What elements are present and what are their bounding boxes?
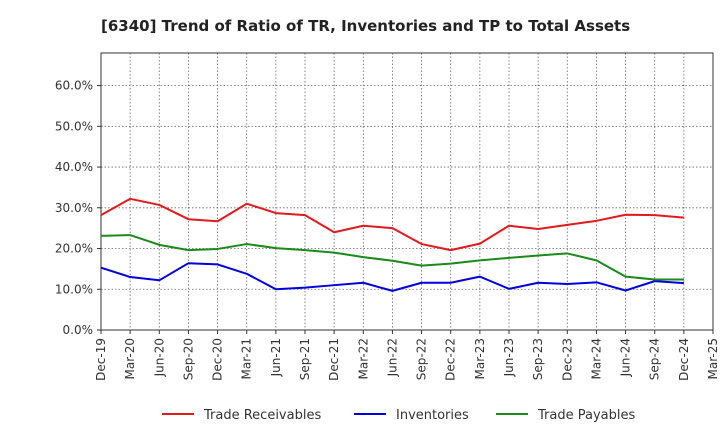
x-tick-label: Jun-20 bbox=[152, 338, 166, 377]
x-tick-label: Dec-19 bbox=[94, 338, 108, 381]
x-tick-label: Sep-22 bbox=[415, 338, 429, 380]
x-tick-label: Jun-23 bbox=[502, 338, 516, 377]
legend-label: Trade Payables bbox=[537, 408, 635, 423]
grid bbox=[101, 53, 713, 330]
y-tick-label: 20.0% bbox=[55, 242, 93, 256]
x-tick-label: Jun-24 bbox=[619, 338, 633, 377]
x-tick-label: Sep-23 bbox=[531, 338, 545, 380]
x-tick-label: Mar-23 bbox=[473, 338, 487, 379]
legend-label: Inventories bbox=[396, 408, 469, 423]
y-tick-label: 10.0% bbox=[55, 282, 93, 296]
series-line-inventories bbox=[100, 262, 684, 292]
x-tick-label: Mar-21 bbox=[240, 338, 254, 379]
x-tick-label: Mar-25 bbox=[706, 338, 720, 379]
x-tick-label: Dec-21 bbox=[327, 338, 341, 381]
y-tick-label: 60.0% bbox=[55, 79, 93, 93]
y-tick-label: 40.0% bbox=[55, 160, 93, 174]
x-tick-label: Dec-23 bbox=[560, 338, 574, 381]
x-tick-label: Sep-24 bbox=[648, 338, 662, 380]
x-tick-label: Mar-24 bbox=[589, 338, 603, 379]
series-line-trade-payables bbox=[100, 234, 684, 281]
x-tick-label: Dec-22 bbox=[444, 338, 458, 381]
x-tick-label: Dec-20 bbox=[211, 338, 225, 381]
x-tick-label: Sep-20 bbox=[181, 338, 195, 380]
x-axis-ticks: Dec-19 Mar-20 Jun-20 Sep-20 Dec-20 Mar-21 Jun-… bbox=[94, 330, 720, 381]
series-lines bbox=[100, 197, 684, 292]
legend-label: Trade Receivables bbox=[203, 408, 321, 423]
x-tick-label: Jun-21 bbox=[269, 338, 283, 377]
series-line-trade-receivables bbox=[100, 197, 684, 252]
y-tick-label: 30.0% bbox=[55, 201, 93, 215]
x-tick-label: Sep-21 bbox=[298, 338, 312, 380]
chart-title: [6340] Trend of Ratio of TR, Inventories… bbox=[101, 17, 630, 35]
x-tick-label: Dec-24 bbox=[677, 338, 691, 381]
legend: Trade Receivables Inventories Trade Payabl… bbox=[162, 408, 635, 423]
y-tick-label: 0.0% bbox=[63, 323, 94, 337]
x-tick-label: Mar-20 bbox=[123, 338, 137, 379]
x-tick-label: Mar-22 bbox=[356, 338, 370, 379]
y-tick-label: 50.0% bbox=[55, 119, 93, 133]
x-tick-label: Jun-22 bbox=[385, 338, 399, 377]
plot-area bbox=[100, 52, 714, 331]
y-axis-ticks: 0.0% 10.0% 20.0% 30.0% 40.0% 50.0% 60.0% bbox=[55, 79, 101, 337]
